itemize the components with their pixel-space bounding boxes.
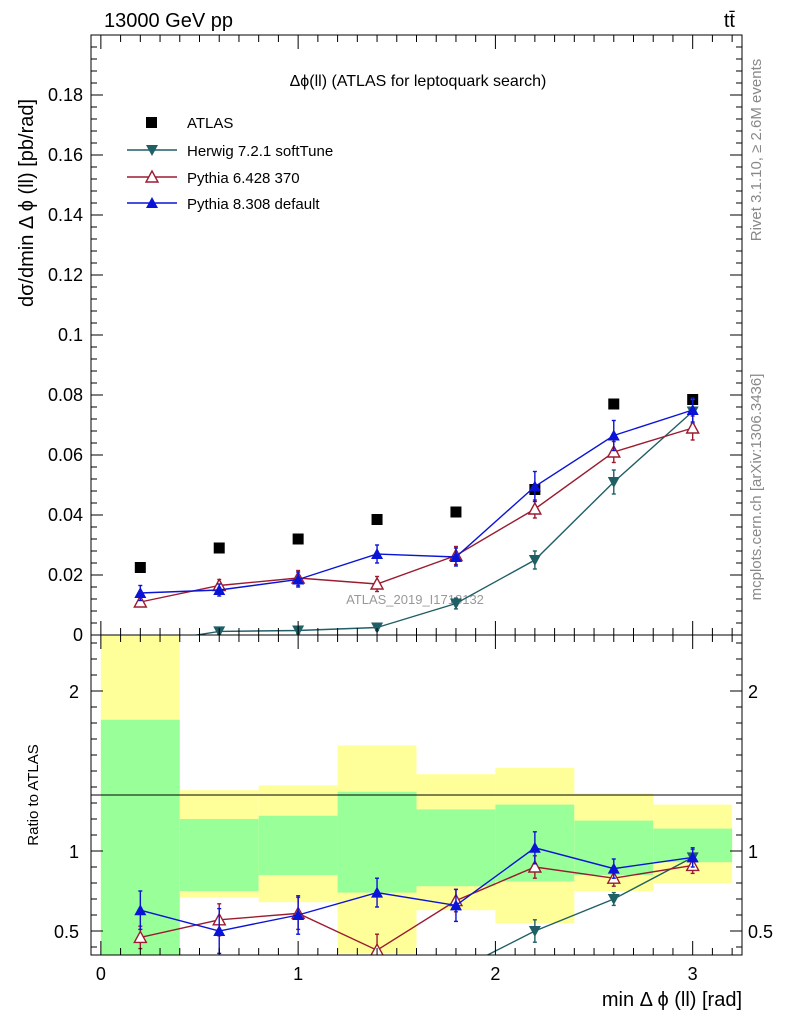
pythia8-point-0 <box>134 904 147 916</box>
header-right: tt̄ <box>724 10 736 32</box>
band-green-2 <box>258 815 338 875</box>
mcplots-label: mcplots.cern.ch [arXiv:1306.3436] <box>748 374 765 601</box>
xtick-label-2: 2 <box>490 964 500 984</box>
legend-marker-pythia8 <box>146 197 158 208</box>
xtick-label-1: 1 <box>293 964 303 984</box>
pythia6-point-3 <box>369 576 385 590</box>
pythia8-point-2 <box>292 909 305 920</box>
band-green-3 <box>337 791 417 893</box>
legend-marker-herwig <box>146 145 158 156</box>
herwig-point-5 <box>528 555 541 566</box>
herwig-point-4 <box>450 966 462 977</box>
ytick-label-bot-left-1: 1 <box>69 842 79 862</box>
atlas-point-0 <box>134 562 146 573</box>
atlas-point-4 <box>450 506 462 518</box>
ytick-label-top-1: 0.02 <box>48 565 83 585</box>
legend-label-pythia6: Pythia 6.428 370 <box>187 170 300 187</box>
herwig-point-6 <box>607 477 620 488</box>
atlas-point-3 <box>371 514 383 525</box>
xtick-label-3: 3 <box>688 964 698 984</box>
chart-title: Δϕ(ll) (ATLAS for leptoquark search) <box>290 73 547 90</box>
herwig-point-2 <box>292 998 304 1009</box>
pythia6-line <box>140 427 693 603</box>
pythia8-point-2 <box>292 573 305 585</box>
pythia8-point-1 <box>213 584 226 595</box>
pythia8-point-0 <box>134 587 147 598</box>
pythia8-line <box>140 847 693 932</box>
atlas-point-1 <box>213 542 225 554</box>
ytick-label-top-2: 0.04 <box>48 505 83 525</box>
pythia8-point-7 <box>686 404 699 415</box>
axis-ticks: 0 0.02 0.04 0.06 0.08 0.1 0.12 0.14 0.16 0.18 0.5 0… <box>48 34 773 984</box>
ytick-label-top-7: 0.14 <box>48 205 83 225</box>
pythia8-point-4 <box>449 899 462 911</box>
pythia6-point-7 <box>685 420 700 434</box>
atlas-point-2 <box>292 533 304 545</box>
y-axis-label-top: dσ/dmin Δ ϕ (ll) [pb/rad] <box>16 99 38 307</box>
legend-label-pythia8: Pythia 8.308 default <box>187 196 320 213</box>
herwig-line <box>192 410 694 635</box>
pythia8-point-6 <box>607 862 620 874</box>
ratio-plot-frame <box>90 634 743 956</box>
ytick-label-top-0: 0 <box>73 625 83 645</box>
pythia8-point-3 <box>371 548 384 559</box>
y-axis-label-ratio: Ratio to ATLAS <box>25 744 42 845</box>
herwig-line <box>485 856 694 955</box>
pythia6-point-6 <box>606 444 621 458</box>
ytick-label-top-3: 0.06 <box>48 445 83 465</box>
pythia6-point-5 <box>527 501 543 515</box>
xtick-label-0: 0 <box>96 964 106 984</box>
pythia8-point-3 <box>371 886 384 898</box>
ytick-label-bot-left-0: 0.5 <box>54 922 79 942</box>
ytick-label-bot-right-0: 0.5 <box>748 922 773 942</box>
pythia8-point-5 <box>528 480 541 492</box>
ytick-label-bot-right-1: 1 <box>748 842 758 862</box>
ytick-label-top-9: 0.18 <box>48 85 83 105</box>
band-green-1 <box>179 819 259 891</box>
pythia6-point-5 <box>527 859 543 873</box>
top-series-layer <box>133 394 700 635</box>
band-green-4 <box>416 809 496 887</box>
pythia8-point-1 <box>213 925 226 936</box>
ytick-label-bot-right-2: 2 <box>748 682 758 702</box>
x-axis-label: min Δ ϕ (ll) [rad] <box>602 989 742 1011</box>
legend: ATLAS Herwig 7.2.1 softTune Pythia 6.428… <box>127 115 333 213</box>
pythia8-point-6 <box>607 429 620 441</box>
ytick-label-top-6: 0.12 <box>48 265 83 285</box>
analysis-watermark: ATLAS_2019_I1718132 <box>346 592 484 607</box>
atlas-point-6 <box>608 398 620 410</box>
pythia8-point-7 <box>686 851 699 863</box>
header-left: 13000 GeV pp <box>104 10 233 32</box>
legend-label-atlas: ATLAS <box>187 115 233 132</box>
ytick-label-top-5: 0.1 <box>58 325 83 345</box>
ytick-label-top-8: 0.16 <box>48 145 83 165</box>
pythia6-point-0 <box>133 929 148 944</box>
pythia8-point-4 <box>449 551 462 562</box>
ratio-series-layer <box>133 831 700 1011</box>
legend-marker-pythia6 <box>144 169 160 183</box>
herwig-point-1 <box>213 1000 225 1011</box>
herwig-point-4 <box>449 598 462 610</box>
pythia8-point-5 <box>528 841 541 853</box>
pythia6-line <box>140 864 693 951</box>
rivet-label: Rivet 3.1.10, ≥ 2.6M events <box>748 59 765 242</box>
herwig-point-3 <box>371 995 383 1006</box>
legend-label-herwig: Herwig 7.2.1 softTune <box>187 143 333 160</box>
ytick-label-bot-left-2: 2 <box>69 682 79 702</box>
ytick-label-top-4: 0.08 <box>48 385 83 405</box>
pythia6-point-0 <box>133 594 148 608</box>
herwig-point-5 <box>528 926 541 937</box>
pythia8-line <box>140 409 693 594</box>
herwig-point-6 <box>607 894 620 905</box>
legend-marker-atlas <box>146 117 157 128</box>
